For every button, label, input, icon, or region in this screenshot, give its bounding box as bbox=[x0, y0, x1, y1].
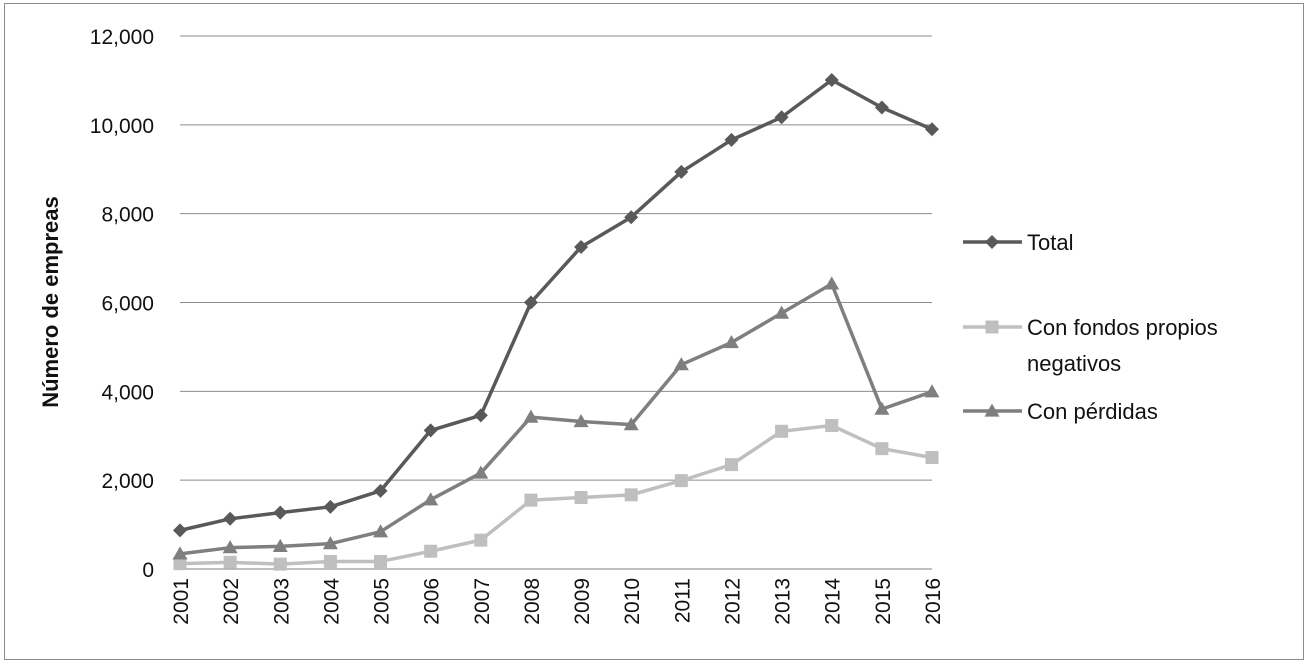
data-point bbox=[323, 499, 338, 514]
y-tick-labels: 0 2,000 4,000 6,000 8,000 10,000 12,000 bbox=[90, 26, 154, 582]
x-tick-label: 2007 bbox=[471, 578, 494, 625]
data-point bbox=[824, 72, 839, 87]
series-line bbox=[179, 78, 933, 533]
x-tick-label: 2013 bbox=[772, 578, 795, 625]
y-tick-label: 12,000 bbox=[90, 26, 154, 49]
data-point bbox=[523, 295, 538, 310]
y-tick-label: 2,000 bbox=[101, 470, 154, 493]
data-point bbox=[874, 100, 889, 115]
legend-label: Con pérdidas bbox=[1027, 399, 1158, 424]
data-point bbox=[723, 334, 739, 349]
data-point bbox=[624, 210, 639, 225]
x-tick-label: 2014 bbox=[822, 578, 845, 625]
data-point bbox=[774, 305, 790, 319]
data-point bbox=[373, 524, 389, 538]
data-point bbox=[474, 533, 488, 547]
x-tick-label: 2004 bbox=[320, 578, 343, 625]
data-point bbox=[724, 132, 739, 147]
x-tick-label: 2010 bbox=[621, 578, 644, 625]
data-point bbox=[223, 511, 238, 526]
data-point bbox=[673, 357, 689, 371]
x-tick-label: 2001 bbox=[170, 578, 193, 625]
x-tick-label: 2015 bbox=[872, 578, 895, 625]
data-point bbox=[272, 538, 288, 552]
data-point bbox=[774, 110, 789, 125]
data-point bbox=[624, 488, 638, 502]
x-tick-label: 2006 bbox=[421, 578, 444, 625]
data-point bbox=[273, 505, 288, 520]
data-point bbox=[674, 474, 688, 488]
data-point bbox=[374, 554, 388, 568]
legend-entry: Con fondos propios negativos bbox=[963, 315, 1218, 376]
y-tick-label: 4,000 bbox=[101, 381, 154, 404]
data-point bbox=[724, 458, 738, 472]
series-con-p-rdidas bbox=[172, 276, 940, 560]
data-point bbox=[273, 557, 287, 571]
data-point bbox=[322, 536, 338, 550]
x-tick-label: 2009 bbox=[571, 578, 594, 625]
data-point bbox=[323, 554, 337, 568]
y-tick-label: 6,000 bbox=[101, 293, 154, 316]
data-point bbox=[574, 239, 589, 254]
legend: Total Con fondos propios negativos Con pérd… bbox=[963, 230, 1218, 424]
legend-label: Total bbox=[1027, 230, 1073, 255]
data-point bbox=[925, 451, 939, 465]
data-point bbox=[172, 546, 188, 560]
data-point bbox=[573, 414, 589, 428]
grid-lines bbox=[180, 35, 932, 570]
x-tick-label: 2005 bbox=[371, 578, 394, 625]
series-total bbox=[173, 72, 939, 538]
x-tick-label: 2012 bbox=[721, 578, 744, 625]
legend-entry: Total bbox=[963, 230, 1073, 255]
data-point bbox=[373, 483, 388, 498]
data-point bbox=[623, 417, 639, 431]
legend-label: Con fondos propios bbox=[1027, 315, 1218, 340]
data-point bbox=[223, 555, 237, 569]
data-point bbox=[574, 490, 588, 504]
data-point bbox=[473, 465, 489, 479]
data-point bbox=[524, 493, 538, 507]
data-point bbox=[523, 409, 539, 423]
y-tick-label: 8,000 bbox=[101, 204, 154, 227]
legend-entry: Con pérdidas bbox=[963, 399, 1158, 424]
data-point bbox=[222, 540, 238, 554]
series-line bbox=[179, 423, 933, 566]
data-point bbox=[173, 523, 187, 538]
legend-marker bbox=[985, 320, 999, 334]
data-point bbox=[674, 164, 689, 179]
data-point bbox=[825, 419, 839, 433]
legend-marker bbox=[985, 235, 999, 249]
data-point bbox=[424, 544, 438, 558]
data-point bbox=[473, 408, 488, 423]
y-axis-label: Número de empreas bbox=[38, 196, 63, 408]
x-tick-labels: 2001 2002 2003 2004 2005 2006 2007 2008 2009 2010… bbox=[170, 578, 945, 625]
data-point bbox=[173, 557, 187, 571]
data-point bbox=[775, 424, 789, 438]
x-tick-label: 2003 bbox=[270, 578, 293, 625]
series-line bbox=[179, 282, 933, 556]
data-point bbox=[423, 492, 439, 506]
data-point bbox=[875, 442, 889, 456]
y-tick-label: 0 bbox=[142, 559, 154, 582]
x-tick-label: 2002 bbox=[220, 578, 243, 625]
data-point bbox=[925, 122, 939, 137]
legend-marker bbox=[984, 403, 1000, 417]
y-tick-label: 10,000 bbox=[90, 115, 154, 138]
x-tick-label: 2011 bbox=[671, 578, 694, 623]
data-point bbox=[423, 423, 438, 438]
data-point bbox=[824, 276, 840, 290]
series-group bbox=[172, 72, 940, 571]
data-point bbox=[924, 384, 940, 398]
series-con-fondos-propios-negativos bbox=[173, 419, 939, 571]
x-tick-label: 2016 bbox=[922, 578, 945, 625]
data-point bbox=[874, 401, 890, 415]
legend-label: negativos bbox=[1027, 351, 1121, 376]
x-tick-label: 2008 bbox=[521, 578, 544, 625]
